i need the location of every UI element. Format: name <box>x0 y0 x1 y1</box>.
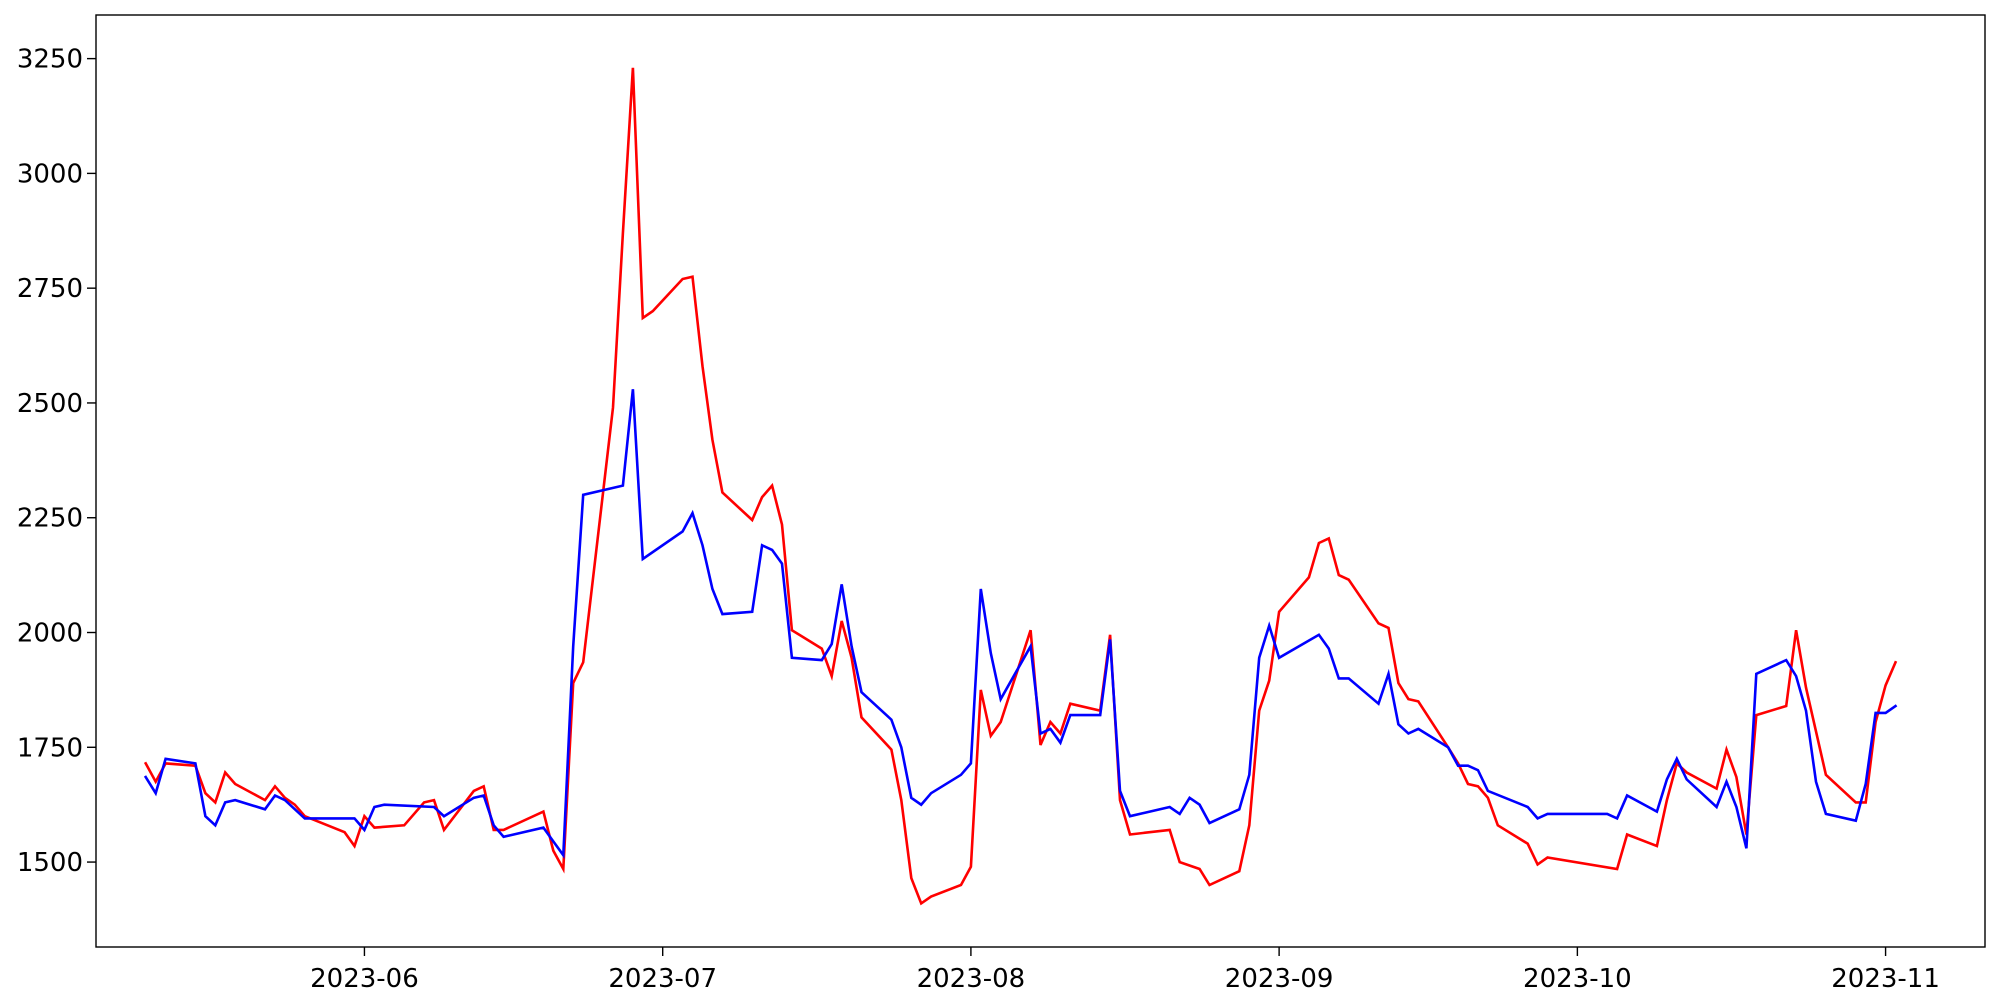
x-tick-label: 2023-09 <box>1225 964 1334 994</box>
y-tick-label: 1750 <box>17 733 83 763</box>
y-tick-label: 2750 <box>17 274 83 304</box>
x-tick-label: 2023-08 <box>917 964 1026 994</box>
y-tick-label: 3250 <box>17 45 83 75</box>
x-axis: 2023-06 2023-07 2023-08 2023-09 2023-10 2023-… <box>310 947 1940 994</box>
y-tick-label: 2250 <box>17 504 83 534</box>
y-tick-label: 2000 <box>17 619 83 649</box>
y-axis: 1500 1750 2000 2250 2500 2750 3000 3250 <box>17 45 96 878</box>
series-line-2 <box>143 389 1898 859</box>
x-tick-label: 2023-10 <box>1523 964 1632 994</box>
x-tick-label: 2023-11 <box>1831 964 1940 994</box>
plot-background <box>96 15 1985 947</box>
y-tick-label: 1500 <box>17 848 83 878</box>
y-tick-label: 3000 <box>17 159 83 189</box>
plot-frame <box>95 14 1986 948</box>
series-layer <box>143 67 1898 906</box>
x-tick-label: 2023-06 <box>310 964 419 994</box>
x-tick-label: 2023-07 <box>608 964 717 994</box>
y-tick-label: 2500 <box>17 389 83 419</box>
